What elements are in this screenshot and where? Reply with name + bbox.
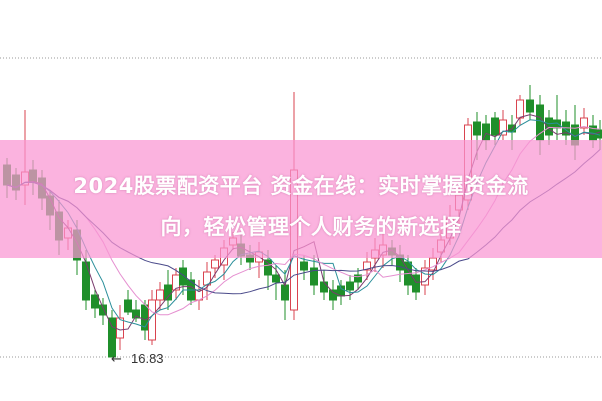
candle-body [272, 274, 280, 283]
candle-body [329, 289, 337, 301]
candle-body [516, 99, 524, 119]
candle-body [211, 259, 219, 269]
candle-body [499, 119, 507, 136]
candle-body [310, 267, 318, 286]
title-line-2: 向，轻松管理个人财务的新选择 [160, 215, 462, 239]
candle-body [562, 121, 570, 136]
arrow-left-icon: ← [111, 352, 122, 367]
candle-body [148, 299, 156, 341]
title-line-1: 2024股票配资平台 资金在线：实时掌握资金流 [73, 174, 529, 198]
candle-body [320, 281, 328, 293]
candle-body [300, 261, 308, 271]
candle-body [346, 281, 354, 291]
candle-body [580, 117, 588, 129]
candle-body [116, 317, 124, 339]
candle-body [545, 117, 553, 136]
candle-body [281, 284, 289, 301]
candle-body [91, 294, 99, 309]
candle-body [354, 274, 362, 283]
candle-body [412, 274, 420, 293]
candle-body [264, 259, 272, 276]
title-banner [0, 140, 602, 258]
candle-body [363, 261, 371, 271]
candle-body [473, 121, 481, 136]
candle-body [99, 304, 107, 316]
candle-body [526, 99, 534, 113]
low-price-label: 16.83 [131, 351, 164, 366]
candle-body [164, 284, 172, 301]
candle-body [108, 317, 116, 358]
candle-body [132, 309, 140, 319]
candle-body [124, 299, 132, 313]
candle-body [553, 119, 561, 129]
candle-body [421, 267, 429, 286]
candle-body [179, 267, 187, 286]
candle-body [82, 261, 90, 301]
candle-body [491, 117, 499, 136]
candle-body [156, 289, 164, 301]
